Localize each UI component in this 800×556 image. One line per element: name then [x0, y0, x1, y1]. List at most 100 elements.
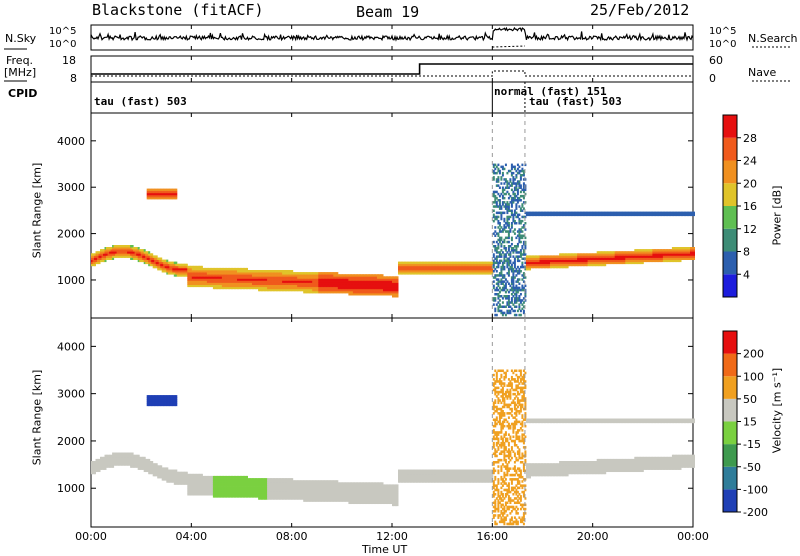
- heatmap-cell: [693, 212, 695, 214]
- heatmap-cell: [511, 243, 513, 245]
- heatmap-cell: [494, 226, 496, 228]
- heatmap-cell: [508, 241, 510, 243]
- heatmap-cell: [151, 461, 153, 464]
- heatmap-cell: [493, 210, 495, 212]
- heatmap-cell: [518, 214, 520, 216]
- heatmap-cell: [497, 176, 499, 178]
- heatmap-cell: [505, 247, 507, 249]
- heatmap-cell: [503, 266, 505, 268]
- colorbar-segment: [723, 138, 737, 161]
- heatmap-cell: [521, 230, 523, 232]
- heatmap-cells-velocity: [91, 370, 695, 526]
- heatmap-cell: [500, 237, 502, 239]
- heatmap-cell: [515, 306, 517, 308]
- colorbar-tick-label-power-4: 20: [743, 177, 757, 190]
- heatmap-cell: [518, 283, 520, 285]
- heatmap-cell: [514, 166, 516, 168]
- heatmap-cell: [521, 262, 523, 264]
- heatmap-cell: [175, 470, 177, 473]
- heatmap-cell: [496, 314, 498, 316]
- heatmap-cell: [508, 222, 510, 224]
- colorbar-segment: [723, 183, 737, 206]
- noise-sky-trace: [91, 28, 693, 40]
- heatmap-cell: [524, 222, 526, 224]
- heatmap-cell: [520, 314, 522, 316]
- noise-search-trace: [492, 46, 525, 47]
- colorbar-tick-label-power-0: 4: [743, 268, 750, 281]
- colorbar-tick-label-power-3: 16: [743, 200, 757, 213]
- colorbar-segment: [723, 161, 737, 184]
- heatmap-cell: [499, 199, 501, 201]
- colorbar-segment: [723, 274, 737, 297]
- colorbar-tick-label-power-6: 28: [743, 132, 757, 145]
- heatmap-cell: [503, 212, 505, 214]
- heatmap-cell: [520, 241, 522, 243]
- heatmap-cell: [132, 453, 134, 456]
- heatmap-cell: [518, 260, 520, 262]
- heatmap-cells-power: [91, 164, 695, 317]
- heatmap-cell: [499, 170, 501, 172]
- heatmap-cell: [494, 308, 496, 310]
- heatmap-cell: [503, 218, 505, 220]
- heatmap-cell: [512, 172, 514, 174]
- heatmap-cell: [520, 199, 522, 201]
- heatmap-cell: [94, 472, 96, 475]
- heatmap-cell: [511, 237, 513, 239]
- heatmap-cell: [514, 232, 516, 234]
- heatmap-cell: [499, 187, 501, 189]
- heatmap-cell: [520, 184, 522, 186]
- heatmap-cell: [503, 274, 505, 276]
- ytick-label-power-1: 2000: [57, 228, 85, 241]
- heatmap-cell: [509, 260, 511, 262]
- heatmap-cell: [503, 168, 505, 170]
- heatmap-cell: [175, 189, 177, 191]
- heatmap-cell: [246, 476, 248, 479]
- colorbar-segment: [723, 206, 737, 229]
- heatmap-cell: [693, 247, 695, 249]
- heatmap-cell: [500, 182, 502, 184]
- heatmap-cell: [493, 303, 495, 305]
- heatmap-cell: [397, 276, 399, 278]
- heatmap-cell: [509, 178, 511, 180]
- colorbar-tick-label-power-5: 24: [743, 155, 757, 168]
- ytick-label-power-2: 3000: [57, 181, 85, 194]
- heatmap-cell: [503, 197, 505, 199]
- heatmap-cell: [514, 310, 516, 312]
- heatmap-cell: [499, 222, 501, 224]
- heatmap-cell: [502, 301, 504, 303]
- heatmap-cell: [502, 172, 504, 174]
- heatmap-cell: [518, 278, 520, 280]
- heatmap-cell: [505, 164, 507, 166]
- heatmap-cell: [175, 395, 177, 398]
- heatmap-cell: [514, 228, 516, 230]
- heatmap-cell: [523, 310, 525, 312]
- heatmap-cell: [518, 166, 520, 168]
- colorbar-segment: [723, 252, 737, 275]
- heatmap-cell: [493, 176, 495, 178]
- heatmap-cell: [499, 299, 501, 301]
- colorbar-tick-label-power-2: 12: [743, 223, 757, 236]
- heatmap-cell: [508, 295, 510, 297]
- heatmap-cell: [520, 270, 522, 272]
- heatmap-cell: [493, 253, 495, 255]
- colorbar-segment: [723, 115, 737, 138]
- heatmap-cell: [494, 297, 496, 299]
- heatmap-cell: [515, 314, 517, 316]
- ytick-label-power-3: 4000: [57, 135, 85, 148]
- ytick-label-power-0: 1000: [57, 274, 85, 287]
- heatmap-cell: [520, 293, 522, 295]
- colorbar-segment: [723, 229, 737, 252]
- freq-trace: [91, 64, 693, 74]
- heatmap-cell: [493, 285, 495, 287]
- heatmap-cell: [175, 402, 177, 405]
- heatmap-cell: [511, 210, 513, 212]
- heatmap-cell: [497, 164, 499, 166]
- heatmap-cell: [497, 216, 499, 218]
- heatmap-cell: [521, 220, 523, 222]
- heatmap-cell: [515, 222, 517, 224]
- heatmap-cell: [496, 270, 498, 272]
- heatmap-cell: [493, 241, 495, 243]
- heatmap-cell: [493, 280, 495, 282]
- colorbar-tick-label-power-1: 8: [743, 246, 750, 259]
